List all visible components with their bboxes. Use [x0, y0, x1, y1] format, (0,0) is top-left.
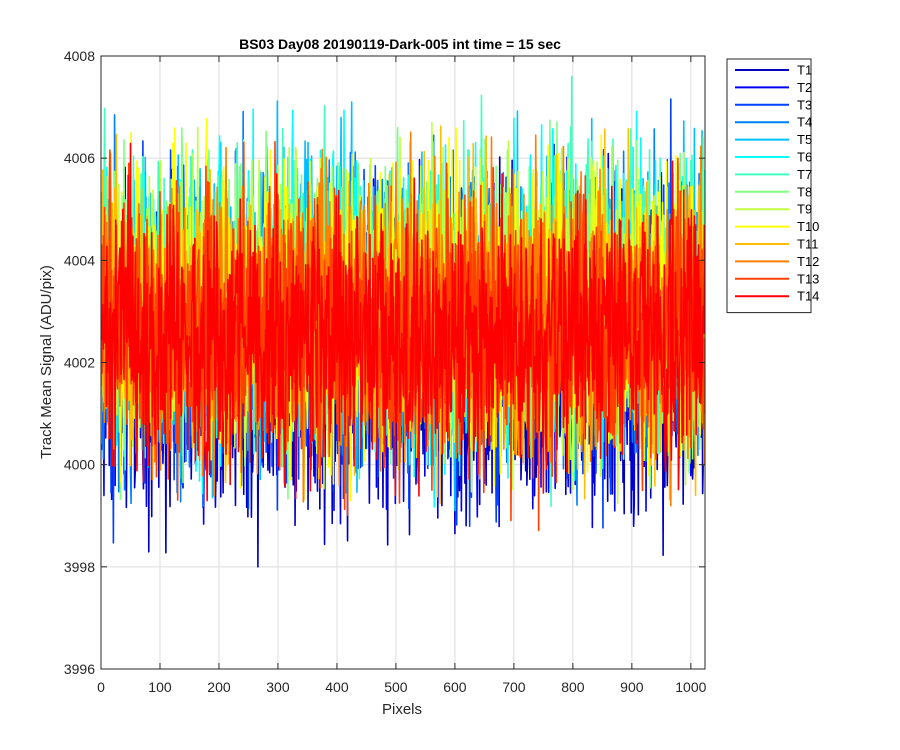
chart-title: BS03 Day08 20190119-Dark-005 int time = …: [239, 36, 561, 52]
legend-label-t5: T5: [797, 132, 812, 147]
legend-label-t3: T3: [797, 97, 812, 112]
x-tick-label: 1000: [675, 679, 706, 695]
y-axis-label: Track Mean Signal (ADU/pix): [38, 265, 55, 459]
x-tick-label: 200: [207, 679, 231, 695]
x-axis-label: Pixels: [382, 701, 422, 718]
y-tick-label: 3998: [64, 559, 95, 575]
y-tick-label: 4000: [64, 457, 95, 473]
x-tick-label: 900: [620, 679, 644, 695]
x-tick-label: 700: [502, 679, 526, 695]
legend-label-t9: T9: [797, 202, 812, 217]
y-tick-label: 4008: [64, 48, 95, 64]
series-lines: [101, 75, 705, 568]
x-tick-label: 800: [561, 679, 585, 695]
legend-label-t14: T14: [797, 289, 819, 304]
legend-label-t4: T4: [797, 115, 812, 130]
x-tick-label: 600: [443, 679, 467, 695]
x-tick-label: 0: [97, 679, 105, 695]
x-tick-label: 400: [325, 679, 349, 695]
legend: T1 T2 T3 T4 T5 T6 T7 T8 T9 T10 T11 T12 T13 T14: [726, 58, 819, 314]
legend-label-t11: T11: [797, 237, 818, 252]
legend-label-t12: T12: [797, 254, 819, 269]
legend-label-t7: T7: [797, 167, 812, 182]
y-tick-label: 4002: [64, 355, 95, 371]
legend-label-t13: T13: [797, 271, 819, 286]
legend-label-t10: T10: [797, 219, 819, 234]
y-tick-label: 3996: [64, 661, 95, 677]
legend-box: [726, 58, 812, 314]
axis-ticks: 0 100 200 300 400 500 600 700 800 900 1000 3996 3998…: [64, 48, 707, 695]
legend-label-t8: T8: [797, 184, 812, 199]
y-tick-label: 4004: [64, 252, 95, 268]
legend-label-t1: T1: [797, 63, 812, 78]
x-tick-label: 500: [384, 679, 408, 695]
legend-label-t6: T6: [797, 150, 812, 165]
legend-label-t2: T2: [797, 80, 812, 95]
y-tick-label: 4006: [64, 150, 95, 166]
series-line-t14: [101, 142, 705, 502]
x-tick-label: 100: [148, 679, 172, 695]
x-tick-label: 300: [266, 679, 290, 695]
